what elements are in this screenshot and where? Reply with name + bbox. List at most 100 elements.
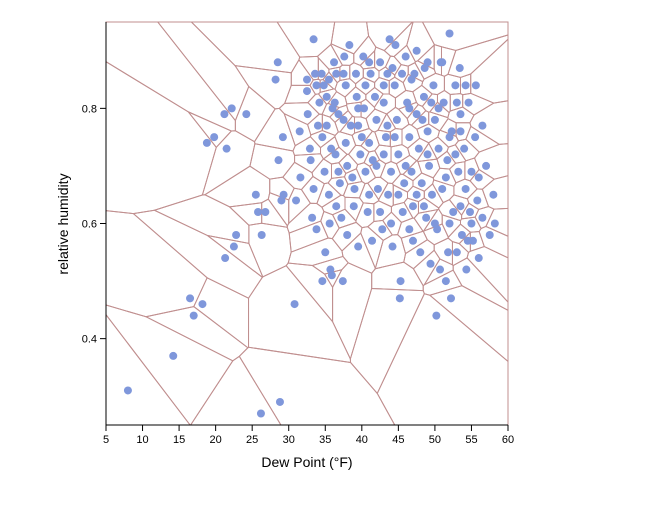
data-point[interactable] xyxy=(419,92,428,101)
data-point[interactable] xyxy=(387,219,396,228)
data-point[interactable] xyxy=(254,207,263,216)
data-point[interactable] xyxy=(278,133,287,142)
data-point[interactable] xyxy=(229,242,238,251)
data-point[interactable] xyxy=(401,161,410,170)
data-point[interactable] xyxy=(463,236,472,245)
data-point[interactable] xyxy=(383,69,392,78)
data-point[interactable] xyxy=(422,213,431,222)
data-point[interactable] xyxy=(334,110,343,119)
data-point[interactable] xyxy=(189,311,198,320)
data-point[interactable] xyxy=(471,81,480,90)
data-point[interactable] xyxy=(490,219,499,228)
data-point[interactable] xyxy=(222,144,231,153)
data-point[interactable] xyxy=(451,150,460,159)
data-point[interactable] xyxy=(407,167,416,176)
data-point[interactable] xyxy=(251,190,260,199)
data-point[interactable] xyxy=(372,161,381,170)
data-point[interactable] xyxy=(465,207,474,216)
data-point[interactable] xyxy=(451,81,460,90)
data-point[interactable] xyxy=(412,190,421,199)
data-point[interactable] xyxy=(335,179,344,188)
data-point[interactable] xyxy=(478,213,487,222)
data-point[interactable] xyxy=(392,115,401,124)
data-point[interactable] xyxy=(273,58,282,67)
data-point[interactable] xyxy=(322,121,331,130)
data-point[interactable] xyxy=(396,277,405,286)
data-point[interactable] xyxy=(290,300,299,309)
data-point[interactable] xyxy=(354,121,363,130)
data-point[interactable] xyxy=(388,242,397,251)
data-point[interactable] xyxy=(242,110,251,119)
data-point[interactable] xyxy=(321,248,330,257)
data-point[interactable] xyxy=(232,231,241,240)
data-point[interactable] xyxy=(405,104,414,113)
data-point[interactable] xyxy=(309,35,318,44)
data-point[interactable] xyxy=(198,300,207,309)
data-point[interactable] xyxy=(379,81,388,90)
data-point[interactable] xyxy=(274,156,283,165)
data-point[interactable] xyxy=(388,64,397,73)
data-point[interactable] xyxy=(376,58,385,67)
data-point[interactable] xyxy=(169,351,178,360)
data-point[interactable] xyxy=(306,156,315,165)
data-point[interactable] xyxy=(359,52,368,61)
data-point[interactable] xyxy=(426,259,435,268)
data-point[interactable] xyxy=(343,231,352,240)
data-point[interactable] xyxy=(405,133,414,142)
data-point[interactable] xyxy=(394,190,403,199)
data-point[interactable] xyxy=(387,167,396,176)
data-point[interactable] xyxy=(372,115,381,124)
data-point[interactable] xyxy=(439,98,448,107)
data-point[interactable] xyxy=(327,271,336,280)
data-point[interactable] xyxy=(390,133,399,142)
data-point[interactable] xyxy=(441,277,450,286)
data-point[interactable] xyxy=(312,81,321,90)
data-point[interactable] xyxy=(462,265,471,274)
data-point[interactable] xyxy=(427,190,436,199)
data-point[interactable] xyxy=(220,110,229,119)
data-point[interactable] xyxy=(303,75,311,84)
data-point[interactable] xyxy=(308,213,317,222)
data-point[interactable] xyxy=(471,133,480,142)
data-point[interactable] xyxy=(460,144,469,153)
data-point[interactable] xyxy=(303,87,311,96)
data-point[interactable] xyxy=(407,75,416,84)
data-point[interactable] xyxy=(257,231,266,240)
data-point[interactable] xyxy=(443,156,452,165)
data-point[interactable] xyxy=(381,133,390,142)
data-point[interactable] xyxy=(327,144,336,153)
data-point[interactable] xyxy=(455,64,464,73)
data-point[interactable] xyxy=(361,167,370,176)
data-point[interactable] xyxy=(315,98,324,107)
data-point[interactable] xyxy=(221,254,230,263)
data-point[interactable] xyxy=(461,81,470,90)
data-point[interactable] xyxy=(343,161,352,170)
data-point[interactable] xyxy=(445,133,454,142)
data-point[interactable] xyxy=(423,127,432,136)
data-point[interactable] xyxy=(456,202,465,211)
data-point[interactable] xyxy=(473,196,482,205)
data-point[interactable] xyxy=(446,294,455,303)
data-point[interactable] xyxy=(457,231,466,240)
data-point[interactable] xyxy=(331,150,340,159)
data-point[interactable] xyxy=(312,225,321,234)
data-point[interactable] xyxy=(398,207,407,216)
data-point[interactable] xyxy=(360,104,369,113)
data-point[interactable] xyxy=(423,58,432,67)
data-point[interactable] xyxy=(430,219,439,228)
data-point[interactable] xyxy=(482,161,491,170)
data-point[interactable] xyxy=(332,69,341,78)
data-point[interactable] xyxy=(319,81,328,90)
data-point[interactable] xyxy=(438,58,447,67)
data-point[interactable] xyxy=(461,184,470,193)
data-point[interactable] xyxy=(467,219,476,228)
data-point[interactable] xyxy=(429,81,438,90)
data-point[interactable] xyxy=(324,75,333,84)
data-point[interactable] xyxy=(322,92,331,101)
data-point[interactable] xyxy=(361,81,370,90)
data-point[interactable] xyxy=(452,98,461,107)
data-point[interactable] xyxy=(408,236,417,245)
data-point[interactable] xyxy=(303,110,312,119)
data-point[interactable] xyxy=(363,207,372,216)
data-point[interactable] xyxy=(456,127,465,136)
